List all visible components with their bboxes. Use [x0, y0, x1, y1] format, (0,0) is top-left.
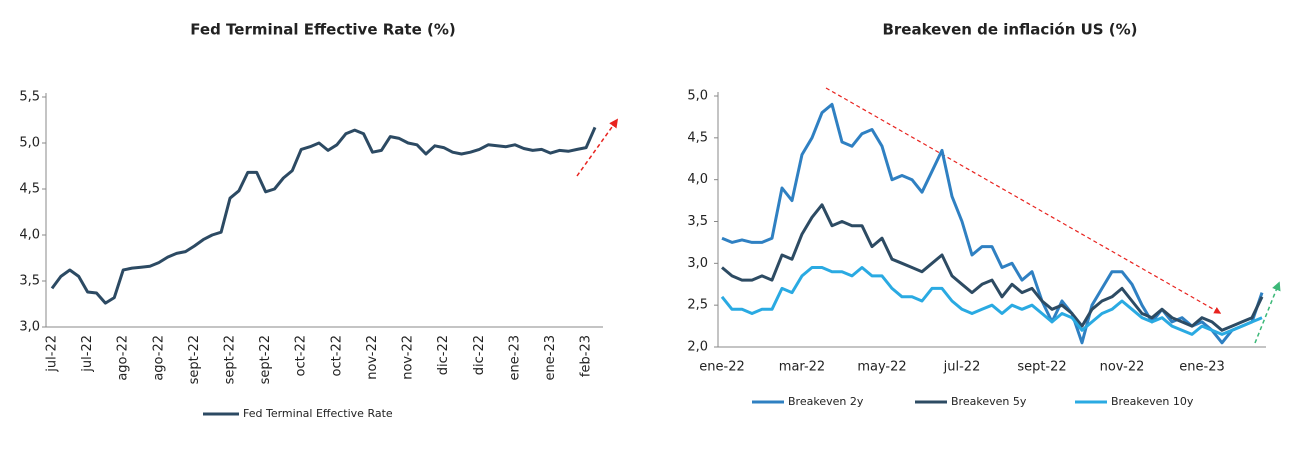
trend-arrow — [576, 118, 619, 177]
legend-label: Breakeven 5y — [951, 395, 1027, 408]
y-tick-label: 3,0 — [19, 320, 40, 335]
y-tick-label: 3,5 — [19, 274, 40, 289]
y-tick-label: 3,5 — [687, 214, 708, 229]
y-tick-label: 4,0 — [687, 172, 708, 187]
series-line — [721, 203, 1264, 332]
x-tick-label: sept-22 — [223, 335, 238, 384]
x-tick-label: may-22 — [857, 360, 906, 375]
x-tick-label: nov-22 — [365, 335, 380, 380]
x-tick-label: nov-22 — [401, 335, 416, 380]
x-tick-label: ene-23 — [1179, 360, 1224, 375]
y-tick-label: 5,5 — [19, 90, 40, 105]
legend-label: Breakeven 2y — [788, 395, 864, 408]
chart-title: Breakeven de inflación US (%) — [882, 21, 1137, 39]
x-tick-label: ago-22 — [151, 335, 166, 381]
x-tick-label: jul-22 — [45, 335, 60, 373]
x-tick-label: dic-22 — [436, 335, 451, 375]
series-line — [721, 102, 1264, 345]
x-tick-label: dic-22 — [472, 335, 487, 375]
x-tick-label: ago-22 — [116, 335, 131, 381]
x-tick-label: sept-22 — [1017, 360, 1066, 375]
trend-arrow — [1254, 281, 1281, 344]
series-line — [50, 126, 597, 305]
x-tick-label: ene-23 — [543, 335, 558, 380]
y-tick-label: 5,0 — [19, 136, 40, 151]
x-tick-label: jul-22 — [80, 335, 95, 373]
x-tick-label: sept-22 — [187, 335, 202, 384]
y-tick-label: 2,5 — [687, 298, 708, 313]
y-tick-label: 2,0 — [687, 340, 708, 355]
x-tick-label: jul-22 — [943, 360, 981, 375]
y-tick-label: 4,5 — [19, 182, 40, 197]
legend-label: Fed Terminal Effective Rate — [243, 407, 393, 420]
x-tick-label: nov-22 — [1100, 360, 1145, 375]
chart-title: Fed Terminal Effective Rate (%) — [190, 21, 455, 39]
legend-label: Breakeven 10y — [1111, 395, 1194, 408]
x-tick-label: ene-22 — [699, 360, 744, 375]
trend-arrow — [825, 87, 1222, 314]
x-tick-label: ene-23 — [507, 335, 522, 380]
x-tick-label: feb-23 — [579, 335, 594, 377]
x-tick-label: oct-22 — [329, 335, 344, 376]
y-tick-label: 4,0 — [19, 228, 40, 243]
y-tick-label: 3,0 — [687, 256, 708, 271]
x-tick-label: oct-22 — [294, 335, 309, 376]
y-tick-label: 4,5 — [687, 130, 708, 145]
x-tick-label: mar-22 — [779, 360, 825, 375]
series-line — [720, 266, 1263, 336]
y-tick-label: 5,0 — [687, 89, 708, 104]
x-tick-label: sept-22 — [258, 335, 273, 384]
